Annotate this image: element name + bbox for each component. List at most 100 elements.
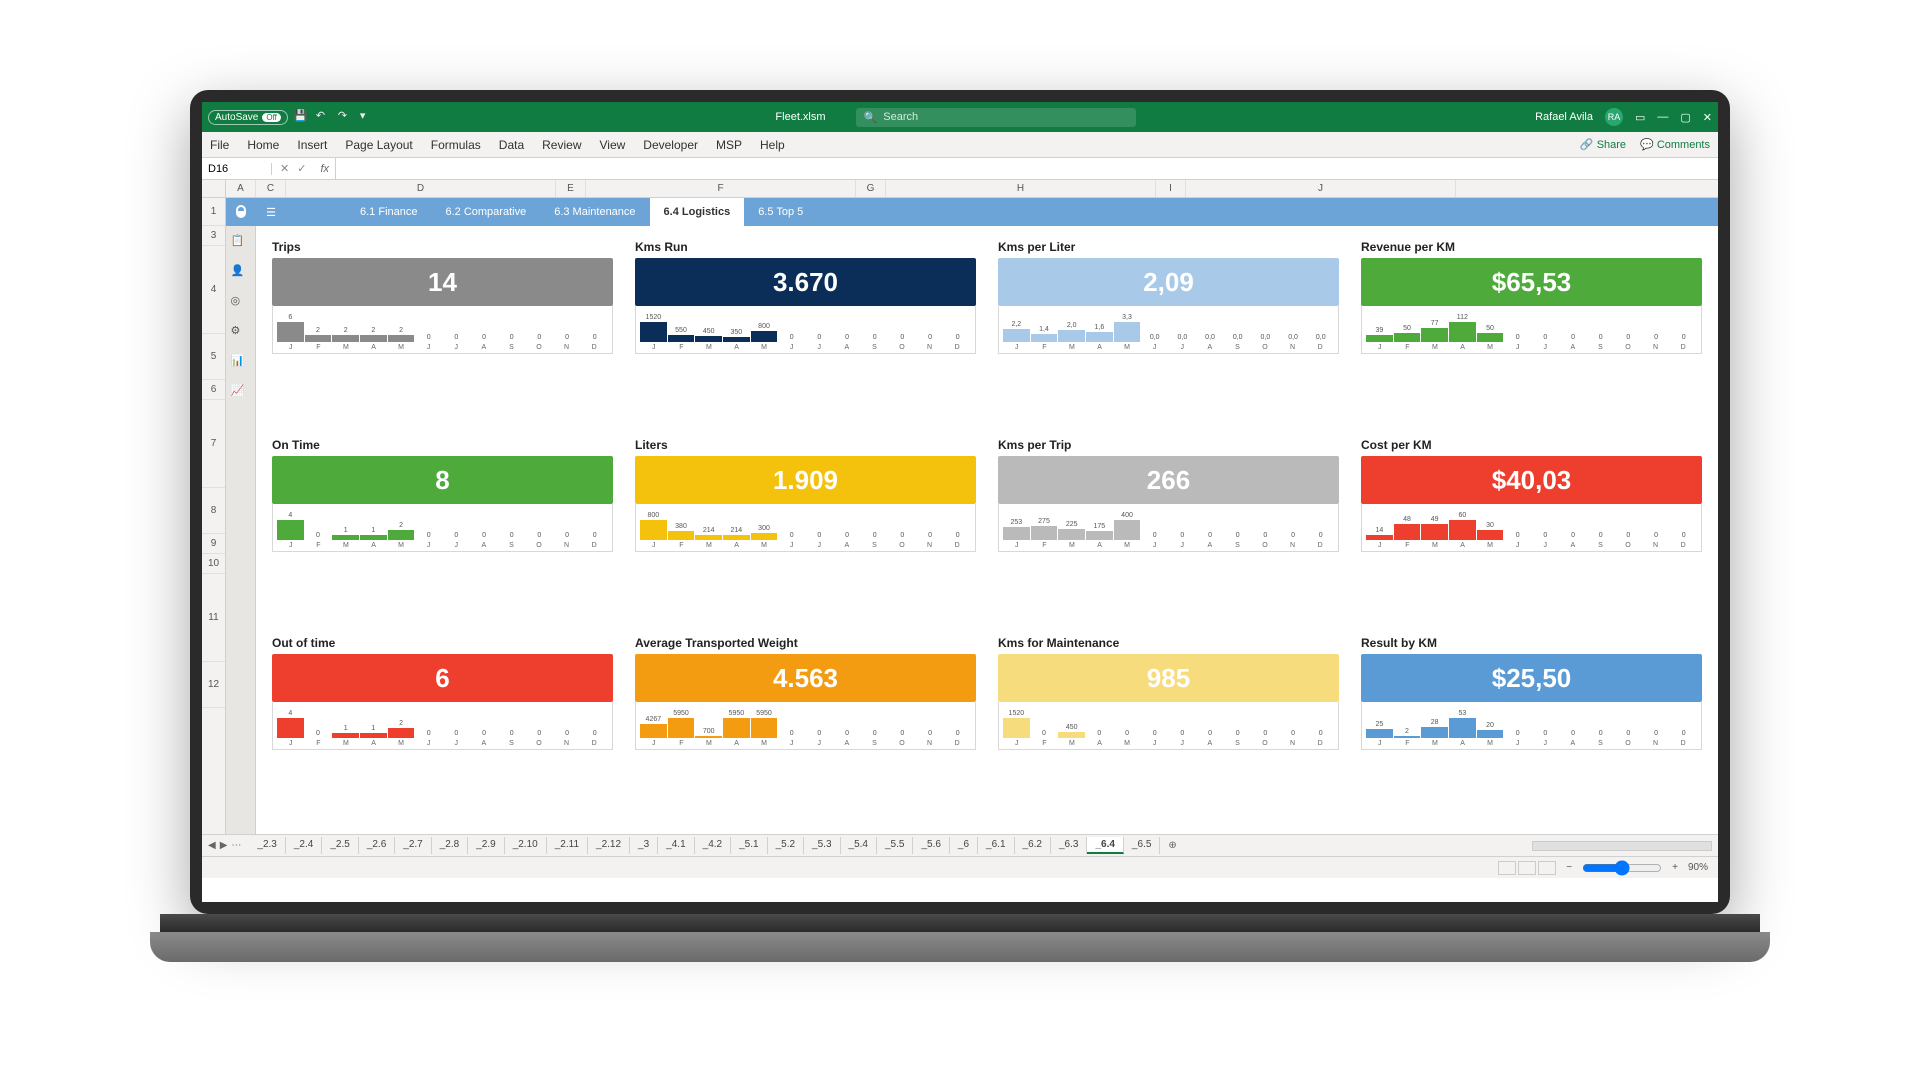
- nav-tab[interactable]: 6.5 Top 5: [744, 198, 817, 226]
- column-header[interactable]: D: [286, 180, 556, 197]
- sheet-tab[interactable]: _2.5: [322, 837, 358, 854]
- sidebar-gear-icon[interactable]: ⚙: [231, 324, 251, 344]
- minimize-icon[interactable]: —: [1657, 111, 1668, 123]
- formula-input[interactable]: [335, 158, 1718, 179]
- normal-view-icon[interactable]: [1498, 861, 1516, 875]
- maximize-icon[interactable]: ▢: [1680, 111, 1690, 124]
- sheet-tab[interactable]: _2.11: [547, 837, 588, 854]
- cancel-formula-icon[interactable]: ✕: [280, 162, 289, 175]
- row-header[interactable]: 12: [202, 662, 225, 708]
- add-sheet-icon[interactable]: ⊕: [1160, 840, 1184, 851]
- enter-formula-icon[interactable]: ✓: [297, 162, 306, 175]
- ribbon-tab-insert[interactable]: Insert: [297, 138, 327, 152]
- menu-icon[interactable]: ☰: [256, 198, 286, 226]
- ribbon-tab-developer[interactable]: Developer: [643, 138, 698, 152]
- sheet-nav-more-icon[interactable]: ⋯: [231, 840, 241, 851]
- row-header[interactable]: 9: [202, 534, 225, 554]
- undo-icon[interactable]: ↶: [316, 109, 332, 125]
- column-header[interactable]: C: [256, 180, 286, 197]
- sidebar-chart-icon[interactable]: 📊: [231, 354, 251, 374]
- row-header[interactable]: 7: [202, 400, 225, 488]
- sheet-tab[interactable]: _2.12: [588, 837, 630, 854]
- close-icon[interactable]: ✕: [1703, 111, 1712, 124]
- sheet-tab[interactable]: _2.3: [249, 837, 285, 854]
- ribbon-tab-file[interactable]: File: [210, 138, 229, 152]
- column-header[interactable]: G: [856, 180, 886, 197]
- ribbon-tab-view[interactable]: View: [600, 138, 626, 152]
- sheet-tab[interactable]: _4.1: [658, 837, 694, 854]
- zoom-slider[interactable]: [1582, 860, 1662, 876]
- comments-button[interactable]: 💬 Comments: [1640, 138, 1710, 151]
- sheet-tab[interactable]: _5.4: [841, 837, 877, 854]
- ribbon-tab-msp[interactable]: MSP: [716, 138, 742, 152]
- avatar[interactable]: RA: [1605, 108, 1623, 126]
- nav-tab[interactable]: 6.1 Finance: [346, 198, 431, 226]
- row-header[interactable]: 6: [202, 380, 225, 400]
- sheet-nav-next-icon[interactable]: ▶: [220, 840, 228, 851]
- nav-tab[interactable]: 6.2 Comparative: [431, 198, 540, 226]
- sheet-tab[interactable]: _5.6: [913, 837, 949, 854]
- zoom-out-icon[interactable]: −: [1566, 862, 1572, 873]
- ribbon-tab-data[interactable]: Data: [499, 138, 524, 152]
- column-header[interactable]: A: [226, 180, 256, 197]
- page-layout-view-icon[interactable]: [1518, 861, 1536, 875]
- row-header[interactable]: 3: [202, 226, 225, 246]
- sidebar-user-icon[interactable]: 👤: [231, 264, 251, 284]
- name-box[interactable]: D16: [202, 163, 272, 175]
- sheet-tab[interactable]: _3: [630, 837, 658, 854]
- row-header[interactable]: 5: [202, 334, 225, 380]
- column-header[interactable]: H: [886, 180, 1156, 197]
- customize-qat-icon[interactable]: ▾: [360, 109, 376, 125]
- sheet-nav-prev-icon[interactable]: ◀: [208, 840, 216, 851]
- sheet-tab[interactable]: _5.1: [731, 837, 767, 854]
- sheet-tab[interactable]: _2.8: [432, 837, 468, 854]
- search-box[interactable]: 🔍 Search: [856, 108, 1136, 127]
- zoom-in-icon[interactable]: +: [1672, 862, 1678, 873]
- nav-tab[interactable]: 6.3 Maintenance: [540, 198, 649, 226]
- fx-label[interactable]: fx: [314, 163, 335, 175]
- page-break-view-icon[interactable]: [1538, 861, 1556, 875]
- sheet-tab[interactable]: _5.2: [768, 837, 804, 854]
- column-header[interactable]: J: [1186, 180, 1456, 197]
- sheet-tab[interactable]: _2.10: [505, 837, 547, 854]
- sheet-tab[interactable]: _6.4: [1087, 837, 1123, 854]
- column-header[interactable]: E: [556, 180, 586, 197]
- sheet-tab[interactable]: _6.1: [978, 837, 1014, 854]
- ribbon-tab-review[interactable]: Review: [542, 138, 581, 152]
- sheet-tab[interactable]: _6.2: [1015, 837, 1051, 854]
- row-header[interactable]: 4: [202, 246, 225, 334]
- sheet-tab[interactable]: _4.2: [695, 837, 731, 854]
- sheet-tab[interactable]: _6.5: [1124, 837, 1160, 854]
- nav-tab[interactable]: 6.4 Logistics: [650, 198, 745, 226]
- ribbon-display-icon[interactable]: ▭: [1635, 111, 1645, 124]
- autosave-toggle[interactable]: AutoSave Off: [208, 110, 288, 125]
- sheet-tab[interactable]: _5.5: [877, 837, 913, 854]
- sheet-tab[interactable]: _5.3: [804, 837, 840, 854]
- sheet-tab[interactable]: _2.7: [395, 837, 431, 854]
- ribbon-tab-page-layout[interactable]: Page Layout: [345, 138, 412, 152]
- sheet-tab[interactable]: _2.9: [468, 837, 504, 854]
- sheet-tab[interactable]: _2.4: [286, 837, 322, 854]
- logo-icon[interactable]: [226, 198, 256, 226]
- share-button[interactable]: 🔗 Share: [1580, 138, 1626, 151]
- zoom-level[interactable]: 90%: [1688, 862, 1708, 873]
- sheet-tab[interactable]: _2.6: [359, 837, 395, 854]
- user-name[interactable]: Rafael Avila: [1535, 111, 1593, 123]
- row-header[interactable]: 10: [202, 554, 225, 574]
- sidebar-report-icon[interactable]: 📈: [231, 384, 251, 404]
- row-header[interactable]: 11: [202, 574, 225, 662]
- ribbon-tab-home[interactable]: Home: [247, 138, 279, 152]
- row-header[interactable]: 8: [202, 488, 225, 534]
- column-header[interactable]: I: [1156, 180, 1186, 197]
- sheet-tab[interactable]: _6.3: [1051, 837, 1087, 854]
- row-header[interactable]: 1: [202, 198, 225, 226]
- horizontal-scrollbar[interactable]: [1532, 841, 1712, 851]
- redo-icon[interactable]: ↷: [338, 109, 354, 125]
- column-header[interactable]: F: [586, 180, 856, 197]
- sidebar-clipboard-icon[interactable]: 📋: [231, 234, 251, 254]
- ribbon-tab-help[interactable]: Help: [760, 138, 785, 152]
- sheet-tab[interactable]: _6: [950, 837, 978, 854]
- filename[interactable]: Fleet.xlsm: [775, 111, 825, 123]
- sidebar-target-icon[interactable]: ◎: [231, 294, 251, 314]
- ribbon-tab-formulas[interactable]: Formulas: [431, 138, 481, 152]
